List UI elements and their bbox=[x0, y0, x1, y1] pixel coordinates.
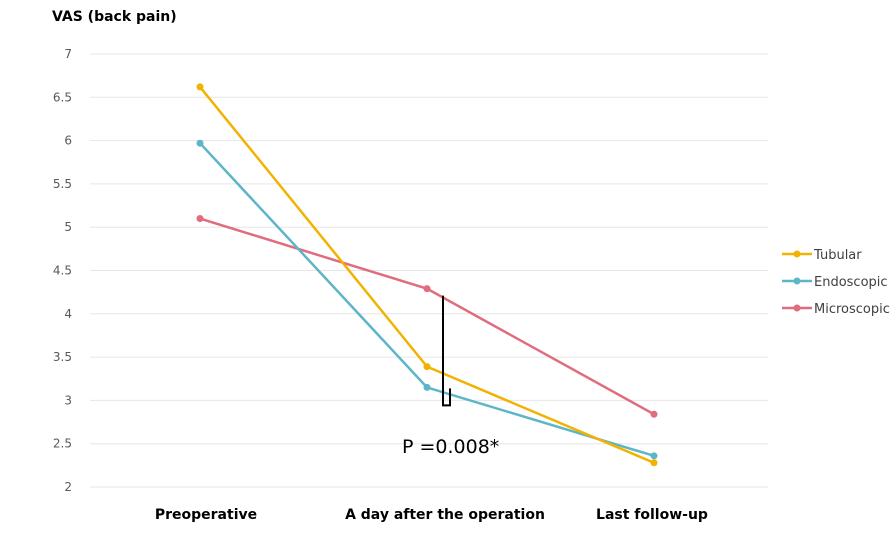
x-axis-categories: Preoperative A day after the operation Las… bbox=[155, 507, 708, 523]
series-tubular bbox=[196, 83, 658, 467]
y-tick-label: 5.5 bbox=[53, 177, 72, 191]
legend-swatch-marker bbox=[793, 304, 801, 312]
series-microscopic bbox=[196, 215, 658, 418]
series-line bbox=[199, 142, 655, 458]
legend-item-tubular: Tubular bbox=[782, 248, 862, 263]
y-tick-label: 3.5 bbox=[53, 350, 72, 364]
legend-item-microscopic: Microscopic bbox=[782, 302, 890, 317]
significance-bracket bbox=[442, 295, 451, 407]
data-point bbox=[423, 363, 431, 371]
data-point bbox=[650, 410, 658, 418]
legend-item-endoscopic: Endoscopic bbox=[782, 275, 888, 290]
legend-label: Microscopic bbox=[814, 302, 890, 317]
chart-title: VAS (back pain) bbox=[52, 9, 177, 25]
data-point bbox=[196, 139, 204, 147]
y-tick-label: 2.5 bbox=[53, 437, 72, 451]
legend-label: Endoscopic bbox=[814, 275, 888, 290]
gridlines bbox=[90, 53, 768, 488]
legend: Tubular Endoscopic Microscopic bbox=[782, 248, 890, 317]
y-tick-label: 4.5 bbox=[53, 264, 72, 278]
data-point bbox=[423, 383, 431, 391]
y-tick-label: 5 bbox=[64, 220, 72, 234]
p-value-label: P =0.008* bbox=[402, 436, 499, 458]
y-tick-label: 6.5 bbox=[53, 90, 72, 104]
data-point bbox=[650, 452, 658, 460]
y-tick-label: 4 bbox=[64, 307, 72, 321]
data-point bbox=[196, 215, 204, 223]
significance-annotation: P =0.008* bbox=[402, 295, 499, 458]
y-tick-label: 2 bbox=[64, 480, 72, 494]
x-category-label: Preoperative bbox=[155, 507, 257, 523]
y-tick-label: 7 bbox=[64, 47, 72, 61]
y-tick-label: 3 bbox=[64, 393, 72, 407]
x-category-label: A day after the operation bbox=[345, 507, 545, 523]
series-lines bbox=[196, 83, 658, 467]
series-line bbox=[199, 86, 655, 464]
data-point bbox=[650, 459, 658, 467]
series-endoscopic bbox=[196, 139, 658, 460]
data-point bbox=[423, 285, 431, 293]
y-axis-ticks: 2 2.5 3 3.5 4 4.5 5 5.5 6 6.5 7 bbox=[53, 47, 72, 494]
legend-swatch-marker bbox=[793, 277, 801, 285]
data-point bbox=[196, 83, 204, 91]
legend-swatch-marker bbox=[793, 250, 801, 258]
y-tick-label: 6 bbox=[64, 134, 72, 148]
legend-label: Tubular bbox=[813, 248, 862, 263]
x-category-label: Last follow-up bbox=[596, 507, 708, 523]
